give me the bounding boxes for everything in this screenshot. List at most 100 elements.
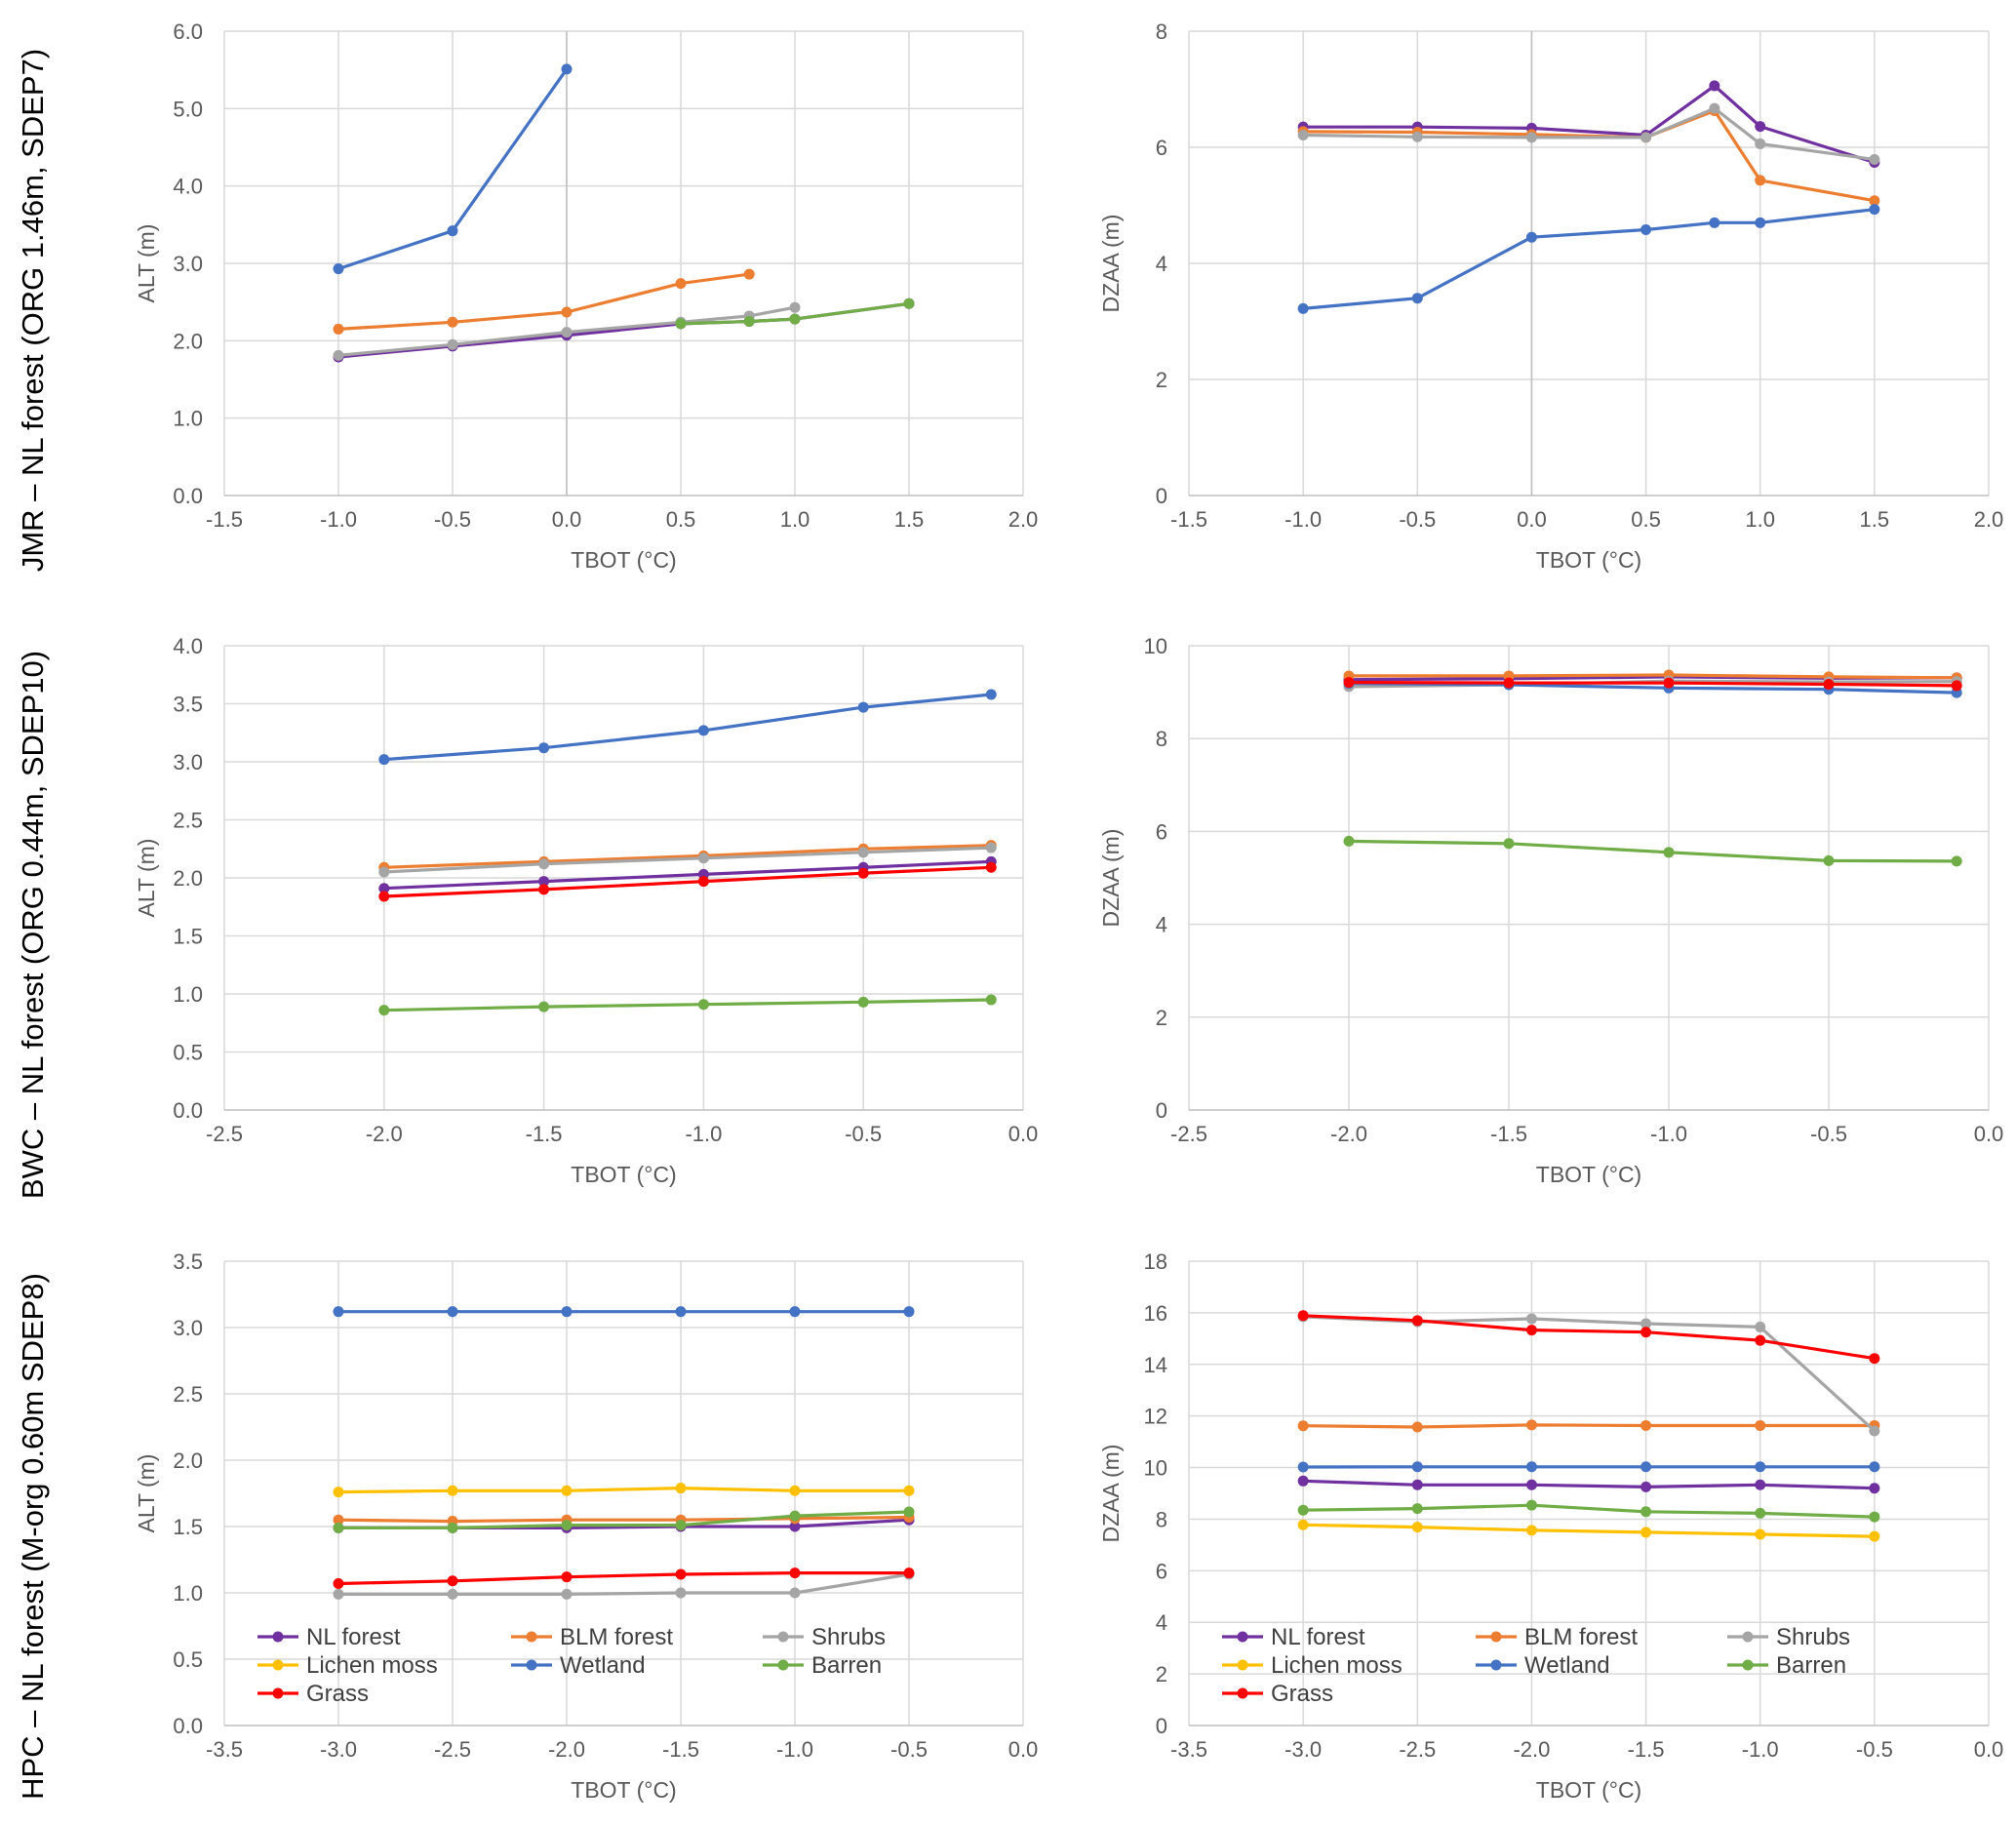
row-title-bwc-text: BWC – NL forest (ORG 0.44m, SDEP10) <box>16 651 50 1199</box>
y-tick-label: 1.0 <box>173 407 203 431</box>
data-point-shrubs <box>675 1587 687 1599</box>
legend-swatch-marker <box>1742 1659 1754 1671</box>
data-point-shrubs <box>1709 102 1720 114</box>
x-tick-label: 0.0 <box>1008 1122 1039 1146</box>
series-lichen-moss <box>333 1483 915 1498</box>
series-lichen-moss <box>1297 1519 1880 1542</box>
data-point-blm-forest <box>1755 1419 1766 1431</box>
series-line-blm-forest <box>1303 1423 1875 1429</box>
legend-item-shrubs: Shrubs <box>763 1624 886 1650</box>
data-point-nl-forest <box>1755 1479 1766 1490</box>
y-tick-label: 10 <box>1144 1456 1167 1481</box>
y-tick-label: 2 <box>1156 368 1167 392</box>
data-point-barren <box>675 1520 687 1531</box>
series-nl-forest <box>1297 80 1880 168</box>
series-line-grass <box>1303 1314 1876 1361</box>
data-point-barren <box>1869 1511 1880 1523</box>
legend-label: Shrubs <box>811 1624 886 1650</box>
y-tick-label: 0 <box>1156 484 1167 508</box>
data-point-grass <box>1411 1315 1423 1327</box>
data-point-barren <box>903 298 915 309</box>
x-axis-title: TBOT (°C) <box>1536 1162 1641 1187</box>
data-point-nl-forest <box>1640 1481 1652 1492</box>
x-tick-label: 1.5 <box>894 507 925 532</box>
legend-label: Shrubs <box>1776 1624 1850 1650</box>
x-tick-label: 1.0 <box>780 507 810 532</box>
x-tick-label: -2.5 <box>1170 1122 1207 1146</box>
data-point-barren <box>1663 847 1675 858</box>
data-point-wetland <box>789 1306 801 1318</box>
data-point-shrubs <box>561 327 573 338</box>
y-tick-label: 3.0 <box>173 1316 203 1340</box>
data-point-shrubs <box>561 1588 573 1600</box>
data-point-wetland <box>1709 217 1720 228</box>
data-point-shrubs <box>697 853 709 864</box>
data-point-blm-forest <box>1525 1419 1537 1431</box>
y-tick-label: 10 <box>1144 634 1167 658</box>
legend-swatch-marker <box>1742 1631 1754 1643</box>
legend-item-wetland: Wetland <box>511 1652 646 1679</box>
x-tick-label: -1.5 <box>1628 1737 1665 1762</box>
y-tick-label: 3.0 <box>173 750 203 774</box>
data-point-lichen-moss <box>561 1485 573 1496</box>
y-tick-label: 3.5 <box>173 1250 203 1274</box>
data-point-blm-forest <box>1297 1420 1309 1432</box>
data-point-barren <box>675 318 687 330</box>
y-tick-label: 2.0 <box>173 1448 203 1473</box>
series-nl-forest <box>1297 1475 1880 1494</box>
series-barren <box>333 1506 915 1533</box>
x-tick-label: -0.5 <box>890 1737 928 1762</box>
y-axis-title: DZAA (m) <box>1098 215 1124 313</box>
y-tick-label: 0.5 <box>173 1041 203 1065</box>
data-point-barren <box>1823 854 1835 866</box>
data-point-nl-forest <box>1525 1479 1537 1490</box>
y-tick-label: 2.5 <box>173 1382 203 1407</box>
x-tick-label: 1.5 <box>1860 507 1890 532</box>
data-point-barren <box>1951 855 1962 867</box>
data-point-wetland <box>561 63 573 75</box>
data-point-wetland <box>333 263 344 275</box>
legend-label: NL forest <box>306 1624 401 1650</box>
x-tick-label: -3.5 <box>206 1737 243 1762</box>
data-point-nl-forest <box>378 883 390 894</box>
x-tick-label: -0.5 <box>845 1122 882 1146</box>
data-point-wetland <box>1525 1461 1537 1473</box>
legend-item-blm-forest: BLM forest <box>511 1624 673 1650</box>
data-point-lichen-moss <box>447 1485 458 1496</box>
legend-swatch-marker <box>272 1631 284 1643</box>
data-point-wetland <box>1640 1461 1652 1473</box>
data-point-grass <box>789 1567 801 1579</box>
data-point-lichen-moss <box>333 1487 344 1498</box>
x-tick-label: -1.5 <box>662 1737 699 1762</box>
x-tick-label: -1.0 <box>1285 507 1322 532</box>
data-point-barren <box>378 1005 390 1016</box>
y-tick-label: 0 <box>1156 1098 1167 1123</box>
data-point-barren <box>447 1522 458 1533</box>
series-line-grass <box>337 1570 909 1586</box>
y-tick-label: 1.0 <box>173 1581 203 1606</box>
data-point-wetland <box>1755 1461 1766 1473</box>
data-point-lichen-moss <box>1525 1525 1537 1536</box>
series-grass <box>1297 1310 1880 1365</box>
data-point-nl-forest <box>1755 121 1766 133</box>
y-tick-label: 12 <box>1144 1405 1167 1429</box>
legend-swatch-marker <box>272 1659 284 1671</box>
legend: NL forest BLM forest Shrubs Lichen moss Wetl… <box>257 1624 886 1707</box>
x-tick-label: -2.0 <box>1330 1122 1367 1146</box>
legend-item-barren: Barren <box>1727 1652 1846 1679</box>
legend-label: BLM forest <box>1524 1624 1638 1650</box>
legend-swatch-marker <box>777 1659 789 1671</box>
series-line-nl-forest <box>1303 1479 1875 1490</box>
y-tick-label: 4.0 <box>173 175 203 199</box>
data-point-blm-forest <box>333 323 344 335</box>
series-wetland <box>378 689 997 766</box>
y-tick-label: 2 <box>1156 1662 1167 1686</box>
data-point-blm-forest <box>561 306 573 318</box>
x-tick-label: -1.5 <box>526 1122 563 1146</box>
legend-swatch-marker <box>526 1631 537 1643</box>
legend-item-lichen-moss: Lichen moss <box>1222 1652 1403 1679</box>
data-point-nl-forest <box>1297 1475 1309 1487</box>
x-tick-label: -1.0 <box>320 507 357 532</box>
data-point-barren <box>1503 838 1515 850</box>
data-point-shrubs <box>1755 1321 1766 1332</box>
